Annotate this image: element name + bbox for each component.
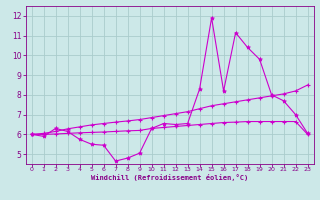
X-axis label: Windchill (Refroidissement éolien,°C): Windchill (Refroidissement éolien,°C) [91, 174, 248, 181]
